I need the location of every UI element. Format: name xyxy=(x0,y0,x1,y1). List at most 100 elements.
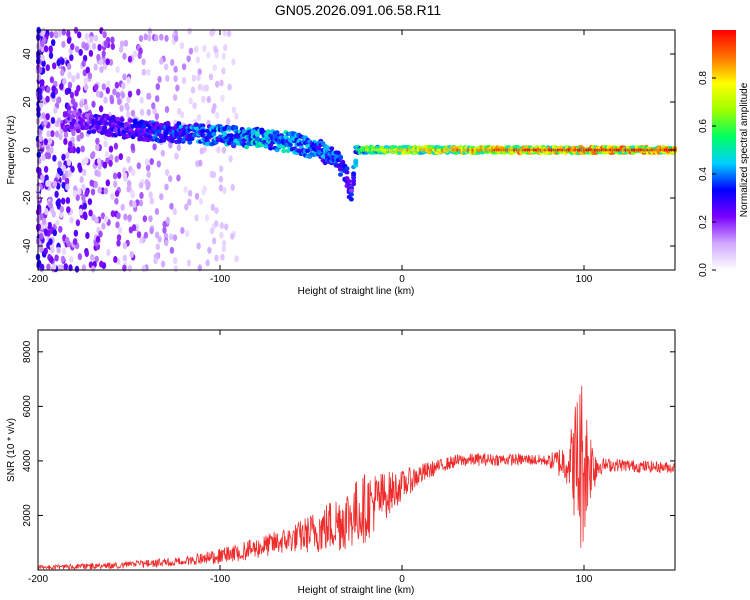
ridge-cell xyxy=(62,111,68,116)
x-tick-label: 0 xyxy=(399,274,405,285)
noise-cell xyxy=(70,43,75,51)
noise-cell xyxy=(126,185,131,193)
noise-cell xyxy=(61,197,66,205)
noise-cell xyxy=(103,140,108,148)
noise-cell xyxy=(197,68,202,76)
noise-cell xyxy=(126,96,131,104)
noise-cell xyxy=(197,83,203,91)
noise-cell xyxy=(71,129,76,137)
noise-cell xyxy=(93,63,98,71)
noise-cell xyxy=(126,111,131,119)
noise-cell xyxy=(187,198,192,206)
noise-cell xyxy=(43,247,48,255)
noise-cell xyxy=(97,163,102,170)
ridge-cell xyxy=(348,197,354,202)
noise-cell xyxy=(66,30,71,38)
ridge-cell xyxy=(226,141,232,146)
noise-cell xyxy=(164,63,169,71)
colorbar-gradient xyxy=(712,30,736,270)
noise-cell xyxy=(218,184,224,192)
noise-cell xyxy=(109,154,114,162)
noise-cell xyxy=(53,106,58,114)
ridge-cell xyxy=(193,125,199,131)
noise-cell xyxy=(219,231,224,239)
noise-cell xyxy=(206,51,211,59)
noise-cell xyxy=(220,94,225,102)
noise-cell xyxy=(126,76,131,84)
noise-cell xyxy=(194,192,200,200)
ridge-cell xyxy=(67,109,73,115)
noise-cell xyxy=(42,36,47,44)
y-tick-label: 20 xyxy=(22,96,33,108)
noise-cell xyxy=(72,190,78,198)
noise-cell xyxy=(48,256,54,264)
noise-cell xyxy=(40,84,46,92)
spectrogram-y-ticks: -40 -20 0 20 40 xyxy=(22,48,675,253)
noise-cell xyxy=(78,48,83,56)
noise-cell xyxy=(66,63,72,70)
noise-cell xyxy=(87,198,93,206)
noise-cell xyxy=(226,117,231,125)
noise-cell xyxy=(41,217,47,225)
noise-cell xyxy=(123,213,128,221)
noise-cell xyxy=(110,210,116,218)
noise-cell xyxy=(40,54,45,62)
noise-cell xyxy=(60,255,66,263)
noise-cell xyxy=(52,180,58,188)
ridge-cell xyxy=(102,125,108,130)
noise-cell xyxy=(234,112,239,120)
noise-cell xyxy=(143,33,148,41)
noise-cell xyxy=(122,172,128,180)
noise-cell xyxy=(46,263,51,271)
ridge-cell xyxy=(351,171,357,176)
noise-cell xyxy=(100,212,106,220)
noise-cell xyxy=(196,114,202,122)
ridge-cell xyxy=(244,144,250,150)
noise-cell xyxy=(138,181,144,189)
noise-cell xyxy=(173,65,178,73)
noise-cell xyxy=(174,152,179,160)
noise-cell xyxy=(59,205,65,213)
y-tick-label: 2000 xyxy=(22,504,33,527)
snr-series-line xyxy=(38,385,675,570)
snr-y-ticks: 2000 4000 6000 8000 xyxy=(22,340,675,527)
noise-cell xyxy=(196,74,201,82)
noise-cell xyxy=(45,95,50,103)
noise-cell xyxy=(148,191,153,199)
noise-cell xyxy=(149,197,154,205)
noise-cell xyxy=(123,39,129,47)
noise-cell xyxy=(108,58,114,66)
noise-cell xyxy=(49,146,54,154)
colorbar: 0.0 0.2 0.4 0.6 0.8 Normalized spectral ampl… xyxy=(698,30,750,277)
noise-cell xyxy=(127,264,133,272)
noise-cell xyxy=(172,208,177,216)
noise-cell xyxy=(78,165,83,173)
noise-cell xyxy=(41,112,46,120)
noise-cell xyxy=(69,91,75,99)
noise-cell xyxy=(45,64,50,72)
noise-cell xyxy=(222,187,227,194)
x-tick-label: 100 xyxy=(576,274,593,285)
ridge-cell xyxy=(189,136,195,141)
noise-cell xyxy=(127,90,133,98)
colorbar-tick-label: 0.6 xyxy=(698,119,709,133)
ridge-cell xyxy=(348,192,354,197)
noise-cell xyxy=(165,216,171,224)
noise-cell xyxy=(56,246,61,254)
ridge-cell xyxy=(344,170,350,175)
noise-cell xyxy=(54,254,59,262)
noise-cell xyxy=(52,154,57,162)
x-tick-label: -100 xyxy=(210,574,230,585)
noise-cell xyxy=(97,44,102,51)
noise-cell xyxy=(114,81,120,89)
noise-cell xyxy=(48,201,53,209)
noise-cell xyxy=(43,165,49,173)
noise-cell xyxy=(119,40,125,48)
noise-cell xyxy=(154,113,160,120)
ridge-cell xyxy=(104,121,110,126)
ridge-cell xyxy=(329,146,335,151)
ridge-cell xyxy=(324,145,330,151)
noise-cell xyxy=(176,144,181,152)
noise-cell xyxy=(51,210,56,218)
noise-cell xyxy=(138,35,144,42)
